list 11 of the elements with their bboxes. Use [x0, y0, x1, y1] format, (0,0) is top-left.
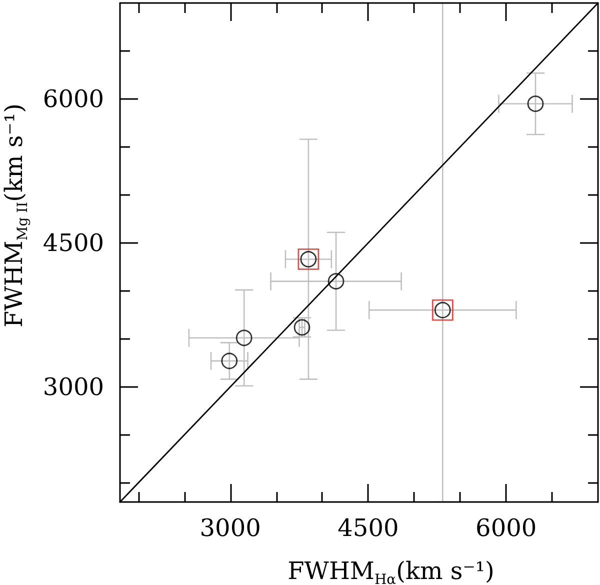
- y-tick-label: 6000: [42, 84, 104, 113]
- y-axis-title: FWHMMg II(km s⁻¹): [0, 104, 31, 328]
- x-tick-label: 3000: [200, 514, 261, 542]
- point: [221, 352, 238, 370]
- point: [236, 330, 252, 346]
- point: [328, 273, 344, 290]
- point: [527, 96, 544, 112]
- x-tick-label: 6000: [476, 514, 537, 542]
- y-tick-label: 4500: [42, 228, 104, 257]
- x-tick-label: 4500: [338, 514, 399, 542]
- y-tick-label: 3000: [42, 372, 104, 401]
